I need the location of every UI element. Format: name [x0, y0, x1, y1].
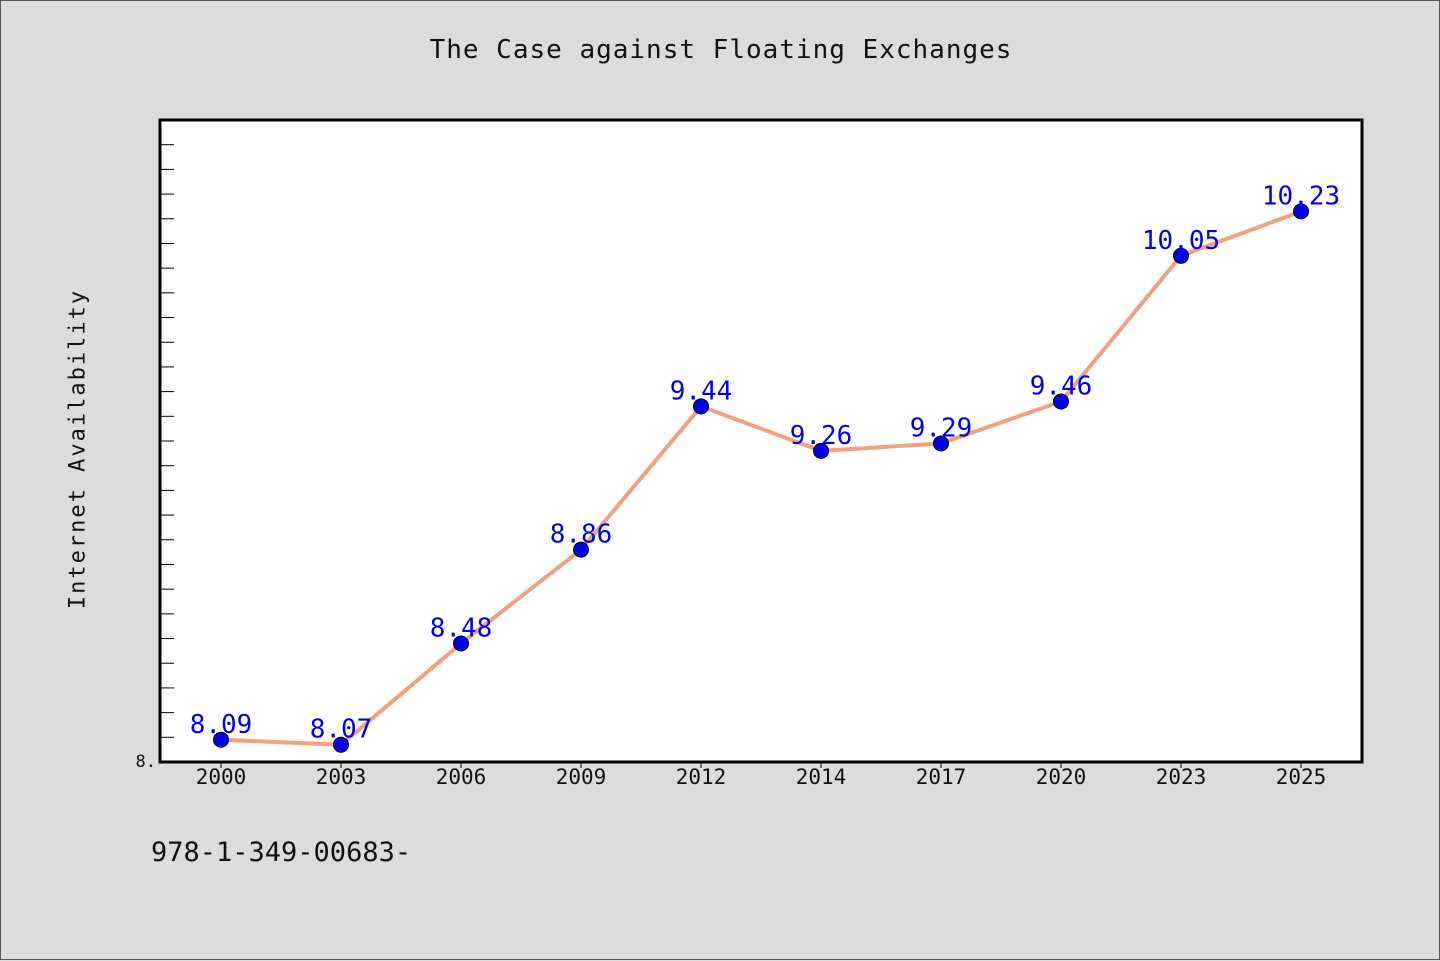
x-tick-label: 2000	[196, 765, 247, 789]
x-tick-label: 2025	[1276, 765, 1327, 789]
data-label: 8.09	[190, 710, 253, 740]
plot-area	[158, 118, 1364, 764]
data-label: 8.86	[550, 520, 613, 550]
data-point	[813, 442, 829, 459]
data-label: 9.44	[670, 376, 733, 406]
data-label: 10.23	[1262, 181, 1340, 211]
x-tick-label: 2012	[676, 765, 727, 789]
data-label: 8.48	[430, 613, 493, 643]
data-label: 9.26	[790, 421, 853, 451]
data-point	[573, 541, 589, 558]
chart-title: The Case against Floating Exchanges	[429, 35, 1013, 65]
y-tick-label: 8.	[136, 752, 156, 772]
data-point	[693, 398, 709, 415]
data-label: 8.07	[310, 715, 373, 745]
isbn-text: 978-1-349-00683-	[151, 837, 412, 868]
x-tick-label: 2006	[436, 765, 487, 789]
y-ticks	[160, 144, 174, 763]
data-label: 9.46	[1030, 371, 1093, 401]
data-point	[213, 731, 229, 748]
data-label: 9.29	[910, 413, 973, 443]
data-labels: 8.09 8.07 8.48 8.86 9.44 9.26 9.29 9.46 10.05 10.…	[190, 181, 1340, 744]
data-markers	[213, 203, 1309, 753]
data-point	[1053, 393, 1069, 410]
data-label: 10.05	[1142, 226, 1220, 256]
x-tick-label: 2009	[556, 765, 607, 789]
series-line	[220, 209, 1302, 747]
data-point	[933, 435, 949, 452]
x-tick-label: 2017	[916, 765, 967, 789]
x-tick-label: 2023	[1156, 765, 1207, 789]
data-point	[1293, 203, 1309, 220]
x-tick-label: 2014	[796, 765, 847, 789]
data-point	[1173, 247, 1189, 264]
data-point	[453, 635, 469, 652]
x-tick-label: 2020	[1036, 765, 1087, 789]
x-ticks: 2000 2003 2006 2009 2012 2014 2017 2020 2023 2025	[196, 762, 1327, 789]
data-point	[333, 736, 349, 753]
x-tick-label: 2003	[316, 765, 367, 789]
